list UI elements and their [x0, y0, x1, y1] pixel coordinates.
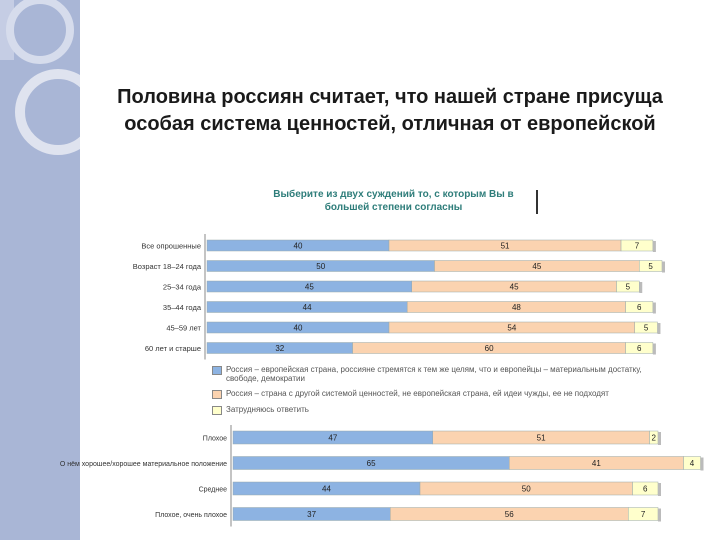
bar-depth-edge	[658, 432, 661, 445]
data-label: 54	[507, 324, 516, 333]
data-label: 65	[367, 459, 376, 468]
data-label: 5	[626, 283, 631, 292]
chart-legend: Россия – европейская страна, россияне ст…	[212, 365, 672, 421]
legend-item: Россия – страна с другой системой ценнос…	[212, 389, 672, 399]
bar-depth-edge	[652, 343, 656, 355]
question-divider	[536, 190, 538, 214]
bar-depth-edge	[658, 483, 661, 496]
data-label: 5	[648, 262, 653, 271]
data-label: 45	[305, 283, 314, 292]
bar-segment	[625, 301, 654, 313]
data-label: 32	[275, 344, 284, 353]
data-label: 5	[644, 324, 649, 333]
bar-segment	[620, 239, 654, 252]
data-label: 48	[512, 303, 521, 312]
slide-title: Половина россиян считает, что нашей стра…	[117, 86, 663, 135]
chart-question: Выберите из двух суждений то, с которым …	[273, 189, 514, 213]
bar-depth-edge	[652, 302, 656, 314]
category-label: 35–44 года	[163, 303, 202, 312]
decorative-circles	[0, 0, 80, 155]
data-label: 56	[505, 510, 514, 519]
data-label: 51	[537, 434, 546, 443]
data-label: 50	[316, 262, 325, 271]
bar-segment	[625, 342, 654, 354]
data-label: 45	[532, 262, 541, 271]
bar-depth-edge	[652, 241, 656, 252]
bar-depth-edge	[639, 282, 643, 293]
legend-label: Россия – страна с другой системой ценнос…	[226, 389, 609, 398]
legend-swatch-orange	[212, 390, 222, 399]
category-label: 60 лет и старше	[145, 344, 201, 353]
category-label: О нём хорошее/хорошее материальное полож…	[60, 461, 227, 468]
legend-item: Затрудняюсь ответить	[212, 405, 672, 415]
data-label: 51	[501, 242, 510, 251]
category-label: 45–59 лет	[166, 324, 201, 333]
bar-depth-edge	[662, 261, 665, 273]
legend-label: Затрудняюсь ответить	[226, 405, 309, 414]
legend-label: Россия – европейская страна, россияне ст…	[226, 365, 642, 383]
data-label: 7	[641, 510, 646, 519]
category-label: Плохое	[203, 436, 227, 443]
data-label: 44	[303, 303, 312, 312]
bar-depth-edge	[657, 323, 661, 334]
category-label: Все опрошенные	[141, 242, 201, 251]
data-label: 4	[690, 459, 695, 468]
data-label: 60	[485, 344, 494, 353]
data-label: 45	[510, 283, 519, 292]
decorative-sidebar	[0, 0, 80, 540]
legend-item: Россия – европейская страна, россияне ст…	[212, 365, 672, 383]
data-label: 37	[307, 510, 316, 519]
data-label: 40	[294, 242, 303, 251]
data-label: 50	[522, 485, 531, 494]
legend-swatch-yellow	[212, 406, 222, 415]
data-label: 6	[643, 485, 648, 494]
category-label: Плохое, очень плохое	[155, 512, 227, 519]
data-label: 47	[328, 434, 337, 443]
data-label: 44	[322, 485, 331, 494]
category-label: Среднее	[199, 487, 228, 494]
bar-depth-edge	[658, 508, 661, 522]
data-label: 7	[635, 242, 640, 251]
data-label: 41	[592, 459, 601, 468]
data-label: 40	[294, 324, 303, 333]
legend-swatch-blue	[212, 366, 222, 375]
bar-depth-edge	[700, 457, 704, 471]
data-label: 6	[637, 344, 642, 353]
category-label: Возраст 18–24 года	[133, 262, 202, 271]
category-label: 25–34 года	[163, 283, 202, 292]
data-label: 2	[652, 434, 657, 443]
data-label: 6	[637, 303, 642, 312]
